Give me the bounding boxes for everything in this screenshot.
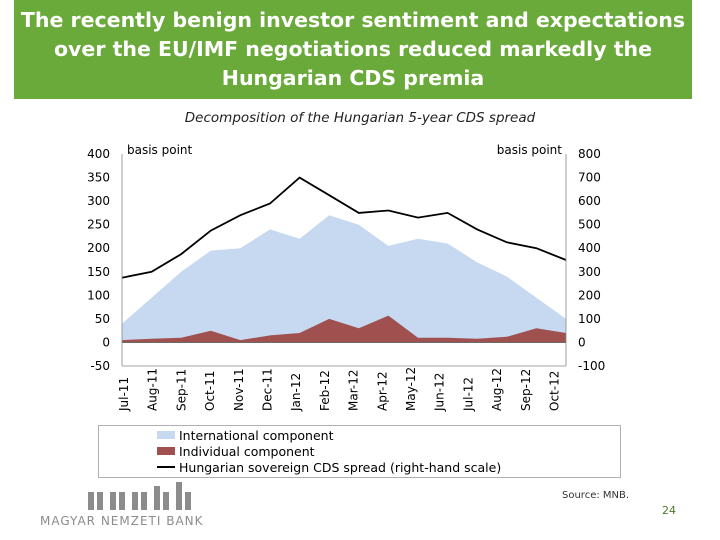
chart-legend: International component Individual compo… — [98, 425, 621, 478]
legend-swatch-individual — [157, 447, 175, 455]
mnb-logo-text: MAGYAR NEMZETI BANK — [40, 514, 204, 528]
mnb-logo-icon — [88, 482, 191, 510]
left-tick-label: 350 — [87, 171, 110, 185]
right-tick-label: 300 — [578, 265, 601, 279]
x-tick-label: Dec-11 — [261, 368, 275, 411]
right-tick-label: 600 — [578, 194, 601, 208]
mnb-logo: MAGYAR NEMZETI BANK — [36, 478, 216, 534]
x-tick-label: Oct-11 — [203, 371, 217, 411]
right-tick-label: 400 — [578, 241, 601, 255]
right-axis-label: basis point — [497, 143, 563, 157]
right-tick-label: 500 — [578, 218, 601, 232]
left-tick-label: 100 — [87, 288, 110, 302]
legend-label-individual: Individual component — [179, 443, 315, 459]
legend-item-cds-spread: Hungarian sovereign CDS spread (right-ha… — [157, 459, 502, 475]
legend-swatch-international — [157, 431, 175, 439]
legend-label-cds-spread: Hungarian sovereign CDS spread (right-ha… — [179, 459, 502, 475]
x-tick-label: Apr-12 — [375, 371, 389, 411]
left-tick-label: -50 — [90, 359, 110, 373]
x-tick-label: Nov-11 — [232, 368, 246, 411]
legend-item-international: International component — [157, 427, 334, 443]
x-tick-label: Aug-12 — [490, 368, 504, 411]
right-tick-label: 800 — [578, 147, 601, 161]
left-axis-label: basis point — [127, 143, 193, 157]
x-tick-label: Feb-12 — [318, 370, 332, 411]
line-cds-spread — [121, 176, 567, 279]
left-tick-label: 250 — [87, 218, 110, 232]
right-tick-label: 100 — [578, 312, 601, 326]
title-bar: The recently benign investor sentiment a… — [14, 0, 692, 99]
left-tick-label: 200 — [87, 241, 110, 255]
x-tick-label: Mar-12 — [347, 370, 361, 411]
right-tick-label: 0 — [578, 335, 586, 349]
x-tick-label: Oct-12 — [548, 371, 562, 411]
x-tick-label: Sep-11 — [174, 369, 188, 411]
legend-line-cds-spread — [157, 466, 175, 468]
x-tick-label: Jun-12 — [433, 373, 447, 412]
right-tick-label: -100 — [578, 359, 605, 373]
x-tick-label: Aug-11 — [146, 368, 160, 411]
chart-subtitle: Decomposition of the Hungarian 5-year CD… — [184, 110, 536, 126]
right-tick-label: 700 — [578, 171, 601, 185]
x-tick-label: Jan-12 — [289, 373, 303, 412]
right-tick-label: 200 — [578, 288, 601, 302]
left-tick-label: 300 — [87, 194, 110, 208]
page-number: 24 — [662, 504, 676, 517]
x-tick-label: Jul-12 — [461, 377, 475, 412]
area-international-component — [122, 215, 566, 343]
left-tick-label: 50 — [95, 312, 110, 326]
left-tick-label: 400 — [87, 147, 110, 161]
area-individual-component — [122, 315, 566, 343]
x-tick-label: Sep-12 — [519, 369, 533, 411]
x-tick-label: May-12 — [404, 367, 418, 411]
legend-item-individual: Individual component — [157, 443, 315, 459]
left-tick-label: 150 — [87, 265, 110, 279]
x-tick-label: Jul-11 — [117, 377, 131, 412]
slide-title: The recently benign investor sentiment a… — [20, 8, 686, 90]
left-tick-label: 0 — [102, 335, 110, 349]
source-note: Source: MNB. — [562, 490, 630, 501]
legend-label-international: International component — [179, 427, 334, 443]
